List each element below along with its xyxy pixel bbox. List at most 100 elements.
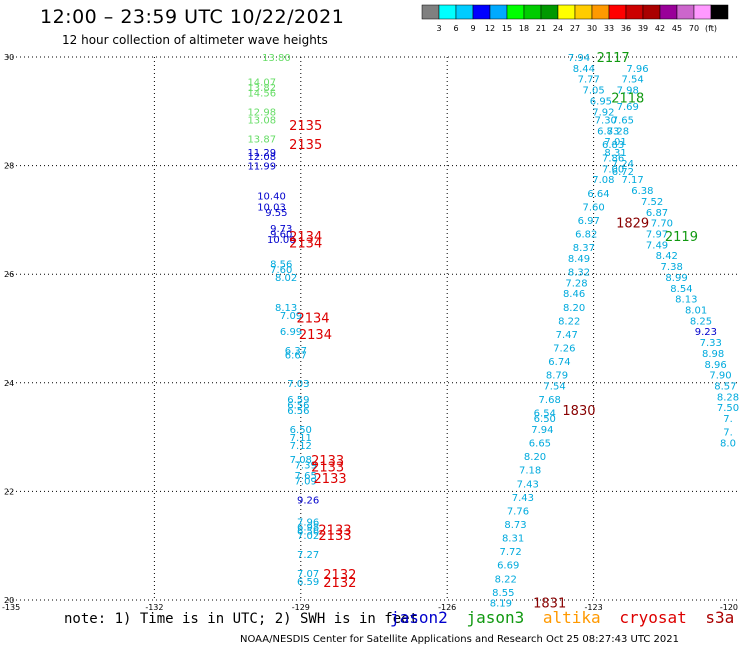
colorbar-swatch: [455, 4, 474, 20]
pass-label: 2132: [323, 576, 356, 591]
wave-height-value: 7.86: [602, 153, 624, 164]
wave-height-value: 9.55: [265, 208, 287, 219]
wave-height-value: 7.01: [604, 137, 626, 148]
wave-height-value: 7.24: [612, 159, 634, 170]
wave-height-value: 8.28: [717, 392, 739, 403]
wave-height-value: 8.13: [275, 303, 297, 314]
pass-label: 1830: [562, 404, 595, 419]
pass-label: 2133: [314, 472, 347, 487]
wave-height-value: 8.20: [563, 303, 585, 314]
colorbar-swatch: [506, 4, 525, 20]
wave-height-value: 6.83: [597, 126, 619, 137]
pass-label: 1829: [616, 217, 649, 232]
colorbar-label: 6: [453, 24, 458, 33]
wave-height-value: 8.42: [656, 251, 678, 262]
wave-height-value: 7.30: [595, 115, 617, 126]
wave-height-value: 8.31: [604, 148, 626, 159]
wave-height-value: 6.87: [646, 208, 668, 219]
colorbar-label: 24: [553, 24, 563, 33]
axis-ticks: -135 -132 -129 -126 -123 -120 20 22 24 26 28 30: [2, 53, 738, 610]
wave-height-value: 7.77: [578, 75, 600, 86]
colorbar-swatch: [523, 4, 542, 20]
colorbar-label: 39: [638, 24, 648, 33]
wave-height-value: 7.47: [556, 330, 578, 341]
wave-height-value: 6.67: [285, 351, 307, 362]
wave-height-value: 8.55: [492, 588, 514, 599]
wave-height-value: 9.23: [695, 327, 717, 338]
wave-height-value: 7.11: [290, 433, 312, 444]
wave-height-value: 8.57: [714, 382, 736, 393]
wave-height-value: 7.00: [602, 164, 624, 175]
wave-height-value: 6.74: [548, 357, 570, 368]
x-tick-label: -126: [438, 603, 456, 610]
wave-height-value: 6.56: [287, 401, 309, 412]
footer-credit: NOAA/NESDIS Center for Satellite Applica…: [240, 634, 679, 645]
wave-height-value: 7.76: [507, 506, 529, 517]
wave-height-value: 8.31: [502, 534, 524, 545]
wave-height-value: 7.: [723, 428, 733, 439]
wave-height-value: 7.92: [592, 107, 614, 118]
y-tick-label: 30: [4, 53, 14, 62]
colorbar-label: 70: [689, 24, 699, 33]
colorbar-swatch: [642, 4, 661, 20]
wave-height-value: 6.99: [280, 327, 302, 338]
colorbar-swatch: [574, 4, 593, 20]
wave-height-value: 7.69: [617, 102, 639, 113]
colorbar-swatch: [472, 4, 491, 20]
colorbar-label: 33: [604, 24, 614, 33]
colorbar-label: (ft): [705, 24, 717, 33]
wave-height-value: 6.38: [631, 186, 653, 197]
wave-height-value: 14.56: [247, 88, 276, 99]
wave-height-value: 7.43: [512, 493, 534, 504]
colorbar-label: 21: [536, 24, 546, 33]
wave-height-value: 7.39: [295, 460, 317, 471]
colorbar-swatch: [489, 4, 508, 20]
colorbar-swatch: [659, 4, 678, 20]
colorbar: 3 6 9 12 15 18 21 24 27 30 33 36 39 42 45 70 (ft): [421, 4, 729, 33]
wave-height-value: 7.65: [612, 115, 634, 126]
wave-height-value: 6.97: [578, 216, 600, 227]
wave-height-value: 7.28: [607, 126, 629, 137]
colorbar-label: 36: [621, 24, 631, 33]
wave-height-value: 8.54: [670, 284, 692, 295]
wave-height-value: 8.32: [568, 267, 590, 278]
wave-height-value: 7.: [723, 414, 733, 425]
wave-height-value: 8.96: [704, 360, 726, 371]
wave-height-value: 7.33: [700, 338, 722, 349]
wave-height-value: 7.60: [270, 265, 292, 276]
wave-height-value: 9.60: [270, 229, 292, 240]
wave-height-value: 9.26: [297, 496, 319, 507]
pass-label: 2134: [289, 237, 322, 252]
satellite-legend: jason2 jason3 altika cryosat s3a: [390, 608, 740, 627]
wave-height-value: 8.01: [685, 305, 707, 316]
wave-height-value: 7.17: [622, 175, 644, 186]
pass-label: 2134: [296, 312, 329, 327]
colorbar-label: 18: [519, 24, 529, 33]
y-tick-label: 26: [4, 270, 14, 279]
wave-height-value: 7.07: [297, 569, 319, 580]
wave-height-value: 6.59: [287, 395, 309, 406]
wave-height-value: 7.18: [519, 466, 541, 477]
colorbar-label: 3: [436, 24, 441, 33]
wave-height-value: 8.22: [558, 316, 580, 327]
x-tick-label: -135: [2, 603, 20, 610]
colorbar-swatch: [625, 4, 644, 20]
legend-altika: altika: [542, 608, 601, 627]
wave-height-value: 8.56: [270, 259, 292, 270]
pass-label: 2133: [311, 460, 344, 475]
colorbar-label: 45: [672, 24, 682, 33]
wave-height-value: 7.09: [295, 477, 317, 488]
pass-labels: 2135213521342134213421342133213321332133…: [289, 51, 698, 610]
x-tick-label: -132: [145, 603, 163, 610]
legend-jason2: jason2: [390, 608, 448, 627]
colorbar-swatch: [557, 4, 576, 20]
wave-height-value: 6.69: [497, 561, 519, 572]
colorbar-label: 27: [570, 24, 580, 33]
wave-height-value: 10.03: [257, 202, 286, 213]
wave-height-value: 7.94: [568, 53, 590, 64]
y-tick-label: 24: [4, 379, 14, 388]
pass-label: 2133: [318, 529, 351, 544]
wave-height-value: 9.73: [270, 224, 292, 235]
wave-height-value: 8.22: [495, 574, 517, 585]
